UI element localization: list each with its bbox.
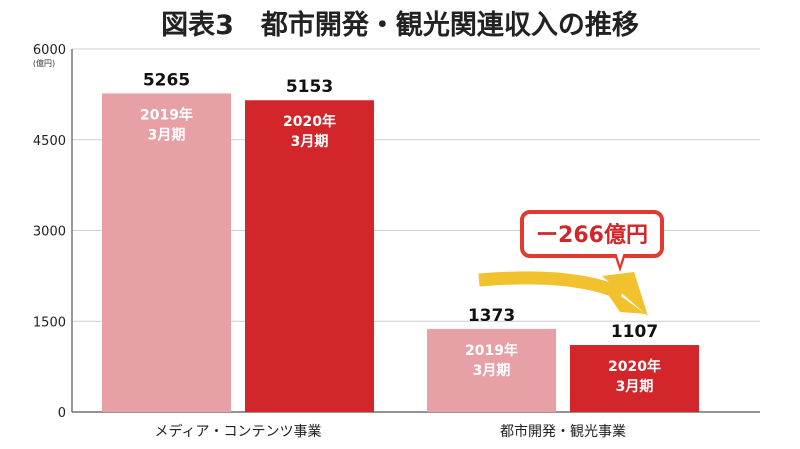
y-tick-label: 1500 <box>33 315 66 330</box>
x-category-label: メディア・コンテンツ事業 <box>154 423 321 440</box>
chart-title: 図表3 都市開発・観光関連収入の推移 <box>161 9 639 41</box>
difference-annotation: ー266億円 <box>478 210 664 316</box>
y-tick-label: 3000 <box>33 225 66 240</box>
y-tick-labels: 0 1500 3000 4500 6000 <box>33 43 66 421</box>
bars: 5265 2019年 3月期 5153 2020年 3月期 1373 2019年 3月期 1107… <box>102 70 699 412</box>
bar-series-label: 2020年 3月期 <box>608 358 661 395</box>
x-tick-labels: メディア・コンテンツ事業 都市開発・観光事業 <box>154 423 626 440</box>
callout-text: ー266億円 <box>536 222 648 248</box>
y-tick-label: 0 <box>58 406 66 421</box>
bar-series-label: 2019年 3月期 <box>465 342 518 379</box>
bar-series-label: 2019年 3月期 <box>140 106 193 143</box>
bar <box>427 328 556 412</box>
arrow-head <box>598 280 646 314</box>
bar <box>245 100 374 412</box>
bar <box>102 93 231 412</box>
x-category-label: 都市開発・観光事業 <box>500 423 626 440</box>
bar-series-label: 2020年 3月期 <box>283 113 336 150</box>
callout-pointer-fill <box>616 252 624 265</box>
arrow-shaft <box>478 271 625 300</box>
bar <box>570 345 699 412</box>
bar-value-label: 1373 <box>468 306 515 326</box>
bar-value-label: 5265 <box>143 70 190 90</box>
arrow-head <box>602 272 648 316</box>
y-axis-unit: (億円) <box>33 58 55 68</box>
callout-box <box>520 210 664 258</box>
y-tick-label: 4500 <box>33 134 66 149</box>
bar-value-label: 1107 <box>611 322 658 342</box>
y-tick-label: 6000 <box>33 43 66 58</box>
bar-value-label: 5153 <box>286 77 333 97</box>
